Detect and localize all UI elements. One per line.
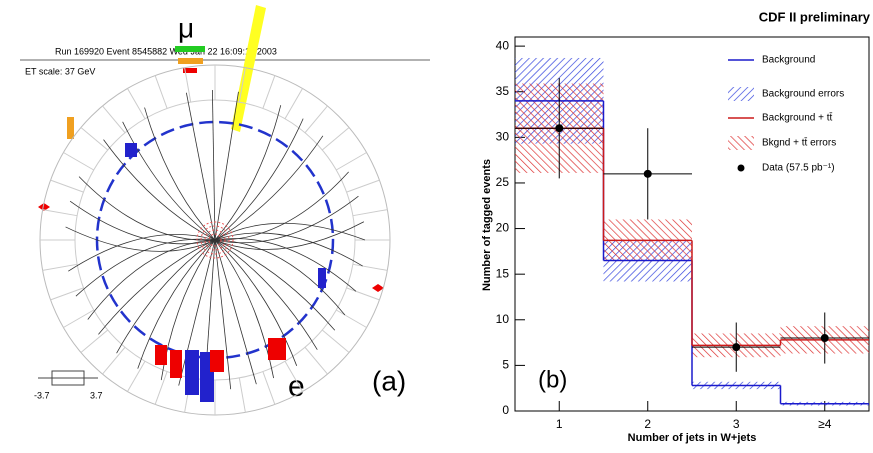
y-tick-label: 5 (502, 358, 509, 372)
y-tick-label: 30 (496, 130, 510, 144)
track (215, 92, 238, 240)
y-tick-label: 20 (496, 221, 510, 235)
track (123, 122, 215, 240)
spoke (63, 310, 93, 328)
spoke (63, 153, 93, 171)
spoke (305, 347, 327, 374)
spoke (305, 106, 327, 133)
y-tick-label: 15 (496, 266, 510, 280)
legend-label: Background (762, 55, 815, 66)
spoke (43, 210, 77, 216)
eta-min: -3.7 (34, 390, 50, 400)
calorimeter-tower (125, 143, 137, 157)
muon-chamber (178, 58, 203, 64)
legend-swatch (728, 136, 754, 150)
figure: Run 169920 Event 8545882 Wed Jan 22 16:0… (0, 0, 873, 453)
event-display: Run 169920 Event 8545882 Wed Jan 22 16:0… (20, 5, 430, 415)
chart-title: CDF II preliminary (759, 9, 871, 24)
track (70, 201, 215, 244)
eta-max: 3.7 (90, 390, 103, 400)
calorimeter-tower (318, 268, 326, 288)
et-scale: ET scale: 37 GeV (25, 66, 95, 76)
x-tick-label: 1 (556, 417, 563, 431)
track (138, 240, 215, 369)
track (117, 240, 215, 353)
calorimeter-tower (155, 345, 167, 365)
spoke (336, 153, 366, 171)
y-tick-label: 25 (496, 175, 510, 189)
data-point (555, 124, 563, 132)
legend-swatch (738, 165, 745, 172)
spoke (128, 88, 146, 118)
legend-label: Data (57.5 pb⁻¹) (762, 163, 835, 174)
muon-label: μ (178, 12, 194, 43)
panel-label: (b) (538, 366, 567, 393)
track (215, 196, 358, 243)
x-tick-label: 3 (733, 417, 740, 431)
muon-chamber (175, 46, 205, 52)
spoke (285, 88, 303, 118)
legend-swatch (728, 87, 754, 101)
spoke (353, 210, 387, 216)
spoke (43, 264, 77, 270)
calorimeter-tower (185, 350, 199, 395)
y-tick-label: 10 (496, 312, 510, 326)
spoke (353, 264, 387, 270)
spoke (263, 76, 275, 109)
spoke (347, 180, 380, 192)
calorimeter-tower (170, 350, 182, 378)
calorimeter-tower (268, 338, 286, 360)
track (79, 177, 215, 241)
track (186, 93, 215, 240)
spoke (103, 347, 125, 374)
x-tick-label: 2 (644, 417, 651, 431)
spoke (51, 180, 84, 192)
spoke (81, 330, 108, 352)
y-tick-label: 40 (496, 38, 510, 52)
y-tick-label: 0 (502, 403, 509, 417)
track (215, 136, 323, 240)
muon-chamber (67, 117, 74, 139)
track (88, 240, 215, 319)
legend-label: Background + tt̄ (762, 111, 833, 123)
spoke (347, 288, 380, 300)
track (212, 90, 215, 240)
y-axis-label: Number of tagged events (481, 159, 493, 291)
spoke (155, 372, 167, 405)
calorimeter-tower (210, 350, 224, 372)
data-point (732, 343, 740, 351)
x-tick-label: ≥4 (818, 417, 832, 431)
spoke (103, 106, 125, 133)
legend-label: Bkgnd + tt̄ errors (762, 136, 836, 148)
x-axis-label: Number of jets in W+jets (628, 432, 757, 444)
legend-label: Background errors (762, 89, 844, 100)
spoke (239, 378, 245, 412)
panel-label: (a) (372, 365, 406, 396)
spoke (81, 128, 108, 150)
run-info: Run 169920 Event 8545882 Wed Jan 22 16:0… (55, 46, 277, 56)
spoke (322, 330, 349, 352)
spoke (128, 361, 146, 391)
spoke (155, 76, 167, 109)
y-tick-label: 35 (496, 84, 510, 98)
data-point (821, 334, 829, 342)
spoke (322, 128, 349, 150)
data-point (644, 170, 652, 178)
spoke (336, 310, 366, 328)
track (215, 119, 303, 240)
